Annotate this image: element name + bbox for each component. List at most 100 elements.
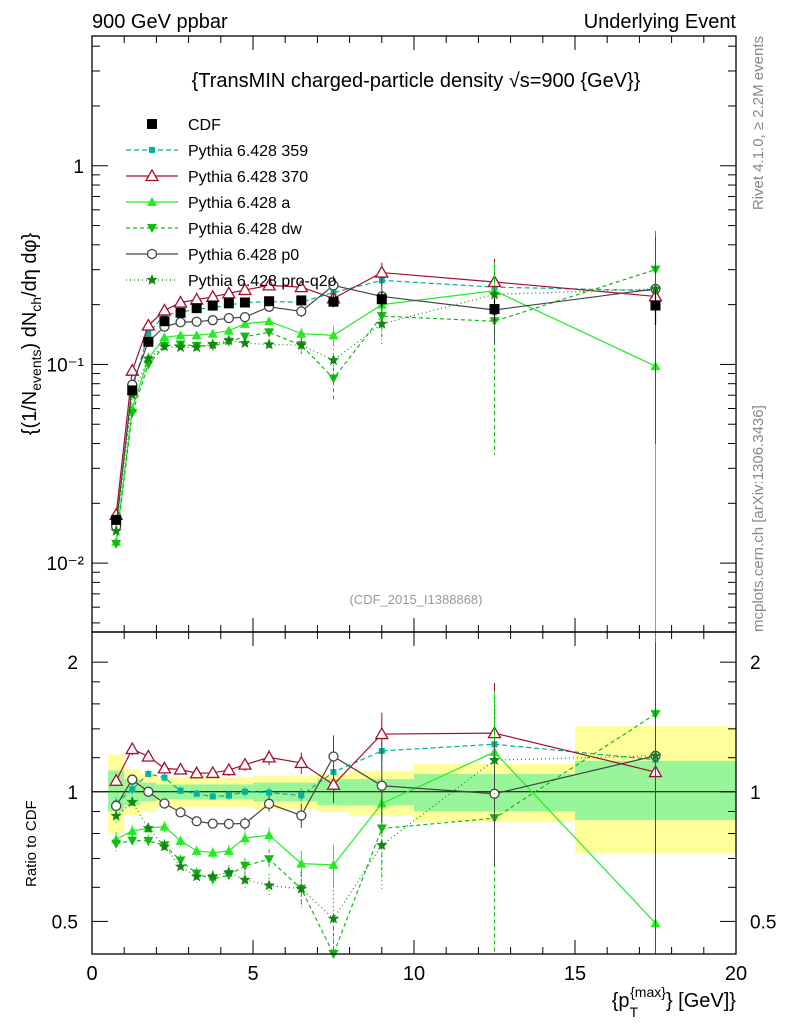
series-4-point-ratio-6 <box>207 818 218 829</box>
series-0-point-ratio-3 <box>161 774 168 781</box>
series-4-point-ratio-0 <box>111 800 122 812</box>
series-2-point-ratio-5 <box>191 845 202 855</box>
series-2-point-ratio-9 <box>264 830 275 840</box>
series-0-point-ratio-5 <box>193 790 200 797</box>
xlabel-part-a: {p <box>612 990 630 1012</box>
series-4-point-main-5 <box>191 316 202 327</box>
series-4-point-main-4 <box>175 317 186 328</box>
legend-marker-3 <box>147 197 157 206</box>
legend-label-0: CDF <box>188 117 221 134</box>
ratio-tick-label-right-0: 0.5 <box>750 912 776 933</box>
x-tick-label-10: 10 <box>403 963 425 985</box>
series-0-point-ratio-6 <box>209 793 216 800</box>
series-2-point-main-6 <box>207 328 218 338</box>
series-2-point-ratio-6 <box>207 847 218 857</box>
series-2-point-ratio-1 <box>127 825 138 835</box>
y-tick-label-1: 10⁻¹ <box>47 355 85 376</box>
series-1-point-main-8 <box>237 282 253 296</box>
series-2-point-main-5 <box>191 330 202 340</box>
series-2-point-main-7 <box>223 325 234 335</box>
ratio-tick-label-left-2: 2 <box>67 653 78 674</box>
cdf-point-9 <box>264 296 275 307</box>
x-tick-label-20: 20 <box>725 963 747 985</box>
series-4-point-ratio-2 <box>143 786 154 797</box>
cdf-point-2 <box>143 336 154 347</box>
series-1-point-main-9 <box>261 278 277 291</box>
xlabel-part-b: T <box>630 1004 639 1020</box>
series-2-point-ratio-3 <box>159 821 170 831</box>
series-0-point-ratio-10 <box>298 792 305 799</box>
header-left: 900 GeV ppbar <box>92 11 228 33</box>
series-0-point-ratio-7 <box>225 792 232 799</box>
series-3-point-ratio-9 <box>264 855 275 865</box>
x-tick-label-15: 15 <box>564 963 586 985</box>
series-1-point-ratio-0 <box>109 773 124 786</box>
header-right: Underlying Event <box>584 11 737 33</box>
cdf-point-7 <box>223 298 234 309</box>
series-1-point-ratio-5 <box>189 765 204 779</box>
series-5-point-ratio-13 <box>488 754 501 766</box>
legend-marker-4 <box>147 224 157 233</box>
series-3-point-ratio-8 <box>239 861 250 871</box>
series-1-point-main-10 <box>294 279 309 293</box>
side-label-bottom: mcplots.cern.ch [arXiv:1306.3436] <box>750 405 767 632</box>
cdf-point-0 <box>111 514 122 525</box>
legend-label-6: Pythia 6.428 pro-q2o <box>188 273 337 290</box>
axis-ticks-layer: 0 5 10 15 20 10⁻² 10⁻¹ 1 0.5 0.5 1 1 2 2 <box>47 36 776 985</box>
series-5-point-ratio-11 <box>327 912 340 924</box>
series-2-point-main-10 <box>296 328 307 338</box>
series-0-point-ratio-4 <box>177 787 184 794</box>
series-2-point-ratio-8 <box>239 833 250 843</box>
series-0-point-ratio-2 <box>145 770 152 777</box>
ylabel-part-e: /dη dφ} <box>19 232 41 296</box>
legend-marker-6 <box>146 274 158 285</box>
chart-title: {TransMIN charged-particle density √s=90… <box>192 70 641 92</box>
series-5-point-main-14 <box>649 282 662 294</box>
series-2-point-main-8 <box>239 318 250 328</box>
series-5-point-main-11 <box>327 354 340 366</box>
series-1-point-ratio-9 <box>261 750 277 763</box>
series-1-point-main-4 <box>173 295 188 308</box>
series-5-point-ratio-14 <box>649 749 662 761</box>
series-2-point-main-4 <box>175 330 186 340</box>
series-3-point-ratio-0 <box>111 839 122 849</box>
cdf-point-13 <box>489 304 500 315</box>
series-0-point-ratio-1 <box>129 786 136 793</box>
series-3-point-main-12 <box>376 312 387 322</box>
series-1-point-ratio-2 <box>141 749 156 762</box>
x-tick-label-5: 5 <box>247 963 258 985</box>
series-5-point-ratio-12 <box>376 839 388 851</box>
legend-marker-1 <box>149 147 155 153</box>
ylabel-part-b: events <box>28 350 44 391</box>
series-1-point-ratio-7 <box>221 762 236 776</box>
legend-label-2: Pythia 6.428 370 <box>188 169 308 186</box>
series-2-point-ratio-4 <box>175 835 186 845</box>
xlabel-part-d: } [GeV]} <box>666 990 736 1012</box>
ylabel-part-d: ch <box>28 297 44 312</box>
series-3-line-ratio <box>116 713 656 956</box>
series-5-point-main-0 <box>110 525 122 536</box>
series-1 <box>109 240 663 954</box>
series-4-point-ratio-12 <box>376 780 387 791</box>
legend-marker-5 <box>146 248 158 260</box>
cdf-point-6 <box>207 300 218 311</box>
series-3-point-main-11 <box>328 374 339 384</box>
series-4-point-ratio-9 <box>263 798 275 809</box>
series-4-point-main-6 <box>207 315 218 326</box>
x-axis-label: {pT {max}} [GeV]} <box>612 984 737 1020</box>
series-1-point-main-1 <box>125 363 140 376</box>
series-5-point-main-6 <box>207 338 219 350</box>
cdf-point-5 <box>191 303 202 314</box>
legend-marker-0 <box>147 119 157 129</box>
ratio-tick-label-left-0: 0.5 <box>52 912 78 933</box>
cdf-data-series <box>111 289 661 526</box>
ratio-tick-label-right-2: 2 <box>750 653 761 674</box>
legend-label-5: Pythia 6.428 p0 <box>188 247 299 264</box>
series-5-point-main-12 <box>376 317 388 329</box>
series-0-point-main-2 <box>145 330 152 337</box>
series-1-point-ratio-8 <box>237 757 253 770</box>
series-1-point-ratio-12 <box>374 726 389 740</box>
series-5-point-main-8 <box>239 337 251 348</box>
series-5-point-ratio-7 <box>223 866 235 878</box>
